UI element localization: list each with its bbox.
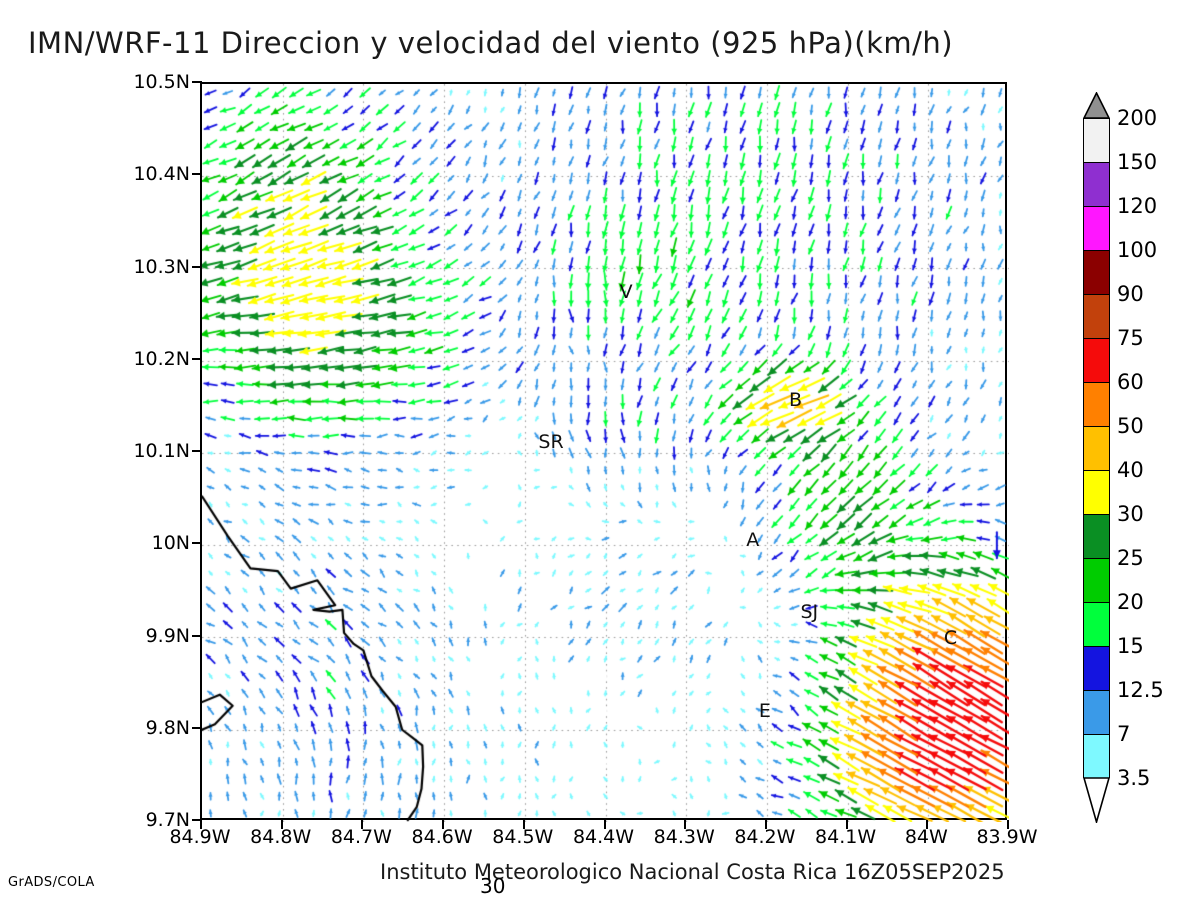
y-axis-tick-label: 9.8N [145, 716, 190, 739]
x-axis-tick-mark [280, 820, 283, 829]
colorbar-over-arrow [1083, 92, 1110, 119]
colorbar-tick-label: 7 [1117, 722, 1131, 746]
x-axis-tick-mark [361, 820, 364, 829]
colorbar-tick-label: 40 [1117, 458, 1144, 482]
x-axis-tick-label: 84.7W [330, 826, 392, 848]
colorbar-tick-label: 12.5 [1117, 678, 1164, 702]
x-axis-tick-mark [926, 820, 929, 829]
x-axis-tick-label: 84.2W [734, 826, 796, 848]
x-axis-tick-label: 84.8W [250, 826, 312, 848]
y-axis-tick-label: 10.1N [133, 440, 190, 462]
y-axis-tick-label: 9.9N [145, 624, 190, 647]
colorbar-segment [1084, 471, 1109, 515]
y-axis-tick-mark [192, 634, 202, 637]
colorbar-segment [1084, 295, 1109, 339]
colorbar-segment [1084, 559, 1109, 603]
x-axis-tick-label: 84.5W [492, 826, 554, 848]
colorbar-tick-label: 75 [1117, 326, 1144, 350]
colorbar-tick-label: 20 [1117, 590, 1144, 614]
page-title: IMN/WRF-11 Direccion y velocidad del vie… [28, 26, 954, 60]
colorbar-segment [1084, 251, 1109, 295]
colorbar [1083, 118, 1110, 779]
x-axis-tick-mark [522, 820, 525, 829]
y-axis-tick-mark [192, 819, 202, 821]
colorbar-segment [1084, 691, 1109, 735]
colorbar-under-arrow [1083, 777, 1110, 823]
x-axis-tick-label: 84W [904, 826, 948, 848]
colorbar-segment [1084, 427, 1109, 471]
x-axis-tick-mark [845, 820, 848, 829]
colorbar-segment [1084, 647, 1109, 691]
colorbar-segment [1084, 735, 1109, 779]
y-axis-tick-label: 9.7N [145, 809, 190, 831]
colorbar-tick-label: 3.5 [1117, 766, 1151, 790]
x-axis-tick-mark [200, 820, 202, 829]
reference-vector-label: 30 [480, 874, 506, 898]
y-axis-tick-label: 10.4N [133, 163, 190, 186]
x-axis-tick-mark [442, 820, 445, 829]
x-axis-tick-mark [603, 820, 606, 829]
y-axis-tick-label: 10.2N [133, 347, 190, 370]
y-axis-tick-mark [192, 173, 202, 176]
colorbar-segment [1084, 207, 1109, 251]
colorbar-tick-label: 50 [1117, 414, 1144, 438]
y-axis-tick-mark [192, 450, 202, 452]
x-axis-tick-label: 84.6W [411, 826, 473, 848]
colorbar-tick-label: 200 [1117, 106, 1158, 130]
x-axis-tick-mark [764, 820, 767, 829]
colorbar-tick-label: 60 [1117, 370, 1144, 394]
y-axis-tick-label: 10N [151, 532, 190, 555]
colorbar-tick-label: 120 [1117, 194, 1158, 218]
footer-institution: Instituto Meteorologico Nacional Costa R… [380, 860, 1005, 884]
colorbar-tick-label: 30 [1117, 502, 1144, 526]
colorbar-segment [1084, 515, 1109, 559]
y-axis-tick-mark [192, 542, 202, 545]
x-axis-tick-label: 84.4W [572, 826, 635, 848]
y-axis-tick-mark [192, 357, 202, 360]
grads-credit: GrADS/COLA [8, 875, 95, 890]
colorbar-tick-label: 100 [1117, 238, 1158, 262]
x-axis-tick-label: 83.9W [976, 826, 1038, 848]
colorbar-tick-label: 150 [1117, 150, 1158, 174]
x-axis-tick-label: 84.1W [815, 826, 877, 848]
x-axis-tick-label: 84.9W [169, 826, 231, 848]
x-axis-tick-mark [1007, 820, 1009, 829]
colorbar-segment [1084, 383, 1109, 427]
x-axis-tick-label: 84.3W [653, 826, 715, 848]
coastline [202, 84, 1009, 822]
colorbar-tick-label: 90 [1117, 282, 1144, 306]
plot-area [200, 82, 1009, 822]
y-axis-tick-label: 10.3N [133, 255, 190, 278]
y-axis-tick-mark [192, 726, 202, 729]
colorbar-segment [1084, 163, 1109, 207]
colorbar-segment [1084, 119, 1109, 163]
x-axis-tick-mark [684, 820, 687, 829]
colorbar-segment [1084, 603, 1109, 647]
y-axis-tick-mark [192, 81, 202, 83]
colorbar-tick-label: 25 [1117, 546, 1144, 570]
y-axis-tick-mark [192, 265, 202, 268]
colorbar-tick-label: 15 [1117, 634, 1144, 658]
y-axis-tick-label: 10.5N [133, 71, 190, 93]
colorbar-segment [1084, 339, 1109, 383]
